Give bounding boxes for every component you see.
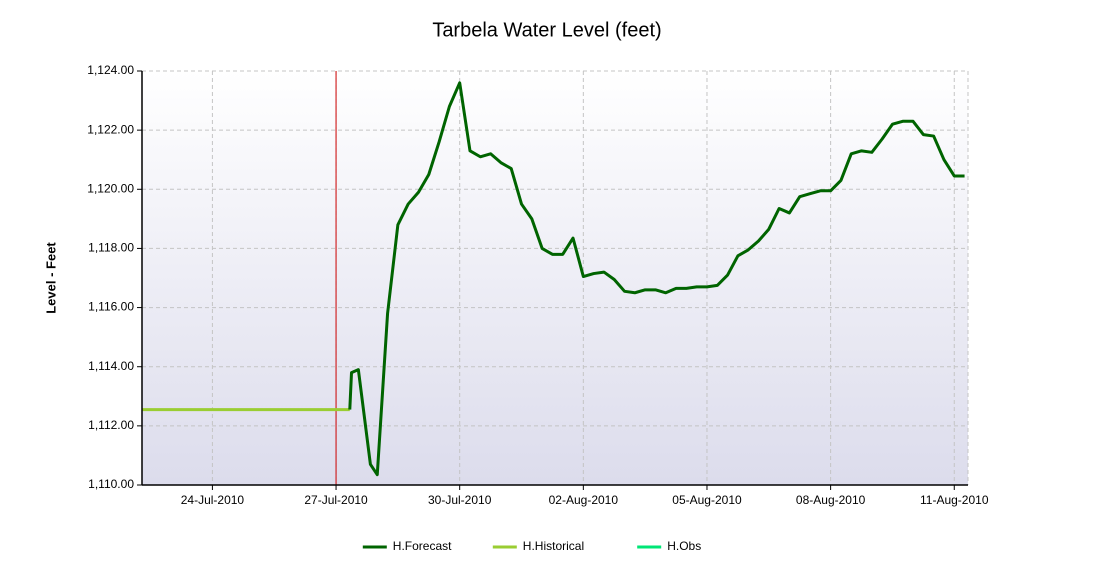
x-tick-label: 02-Aug-2010 [549,493,619,507]
y-tick-label: 1,120.00 [87,181,134,195]
legend-label: H.Obs [667,539,701,553]
x-tick-label: 05-Aug-2010 [672,493,742,507]
x-tick-label: 08-Aug-2010 [796,493,866,507]
plot-background [142,71,968,485]
y-tick-label: 1,110.00 [88,477,134,491]
x-tick-label: 27-Jul-2010 [304,493,368,507]
legend-label: H.Forecast [393,539,452,553]
legend-label: H.Historical [523,539,584,553]
y-tick-label: 1,112.00 [88,418,134,432]
series-line [348,81,965,477]
chart-title: Tarbela Water Level (feet) [432,19,661,41]
y-tick-label: 1,114.00 [88,359,134,373]
y-axis-label: Level - Feet [43,242,58,314]
x-tick-label: 11-Aug-2010 [920,493,989,507]
legend: H.Forecast H.Historical H.Obs [362,539,701,553]
y-tick-label: 1,124.00 [87,63,134,77]
y-tick-label: 1,122.00 [87,122,134,136]
x-tick-label: 30-Jul-2010 [428,493,492,507]
plot [142,71,965,485]
y-tick-label: 1,118.00 [88,241,134,255]
x-tick-label: 24-Jul-2010 [181,493,245,507]
axes: 1,110.00 1,112.00 1,114.00 1,116.00 1,118.00… [87,63,989,507]
y-tick-label: 1,116.00 [88,300,134,314]
